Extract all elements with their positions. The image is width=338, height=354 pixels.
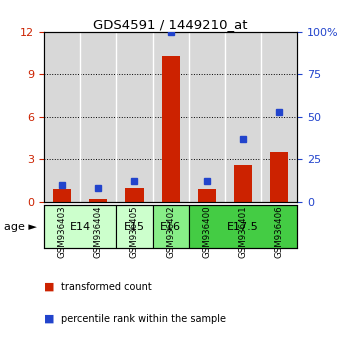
- Text: E14: E14: [70, 222, 91, 232]
- Text: GSM936403: GSM936403: [57, 205, 67, 258]
- Bar: [234, 165, 252, 202]
- Text: ■: ■: [44, 282, 54, 292]
- Text: E17.5: E17.5: [227, 222, 259, 232]
- Text: GSM936400: GSM936400: [202, 205, 211, 258]
- Text: GSM936406: GSM936406: [275, 205, 284, 258]
- Bar: [125, 188, 144, 202]
- Text: GSM936402: GSM936402: [166, 205, 175, 258]
- Bar: [152, 205, 189, 248]
- Bar: [162, 56, 180, 202]
- Text: GSM936405: GSM936405: [130, 205, 139, 258]
- Text: GSM936401: GSM936401: [239, 205, 248, 258]
- Bar: [44, 205, 116, 248]
- Bar: [116, 205, 152, 248]
- Bar: [189, 205, 297, 248]
- Bar: [89, 199, 107, 202]
- Text: E15: E15: [124, 222, 145, 232]
- Text: transformed count: transformed count: [61, 282, 151, 292]
- Bar: [53, 189, 71, 202]
- Bar: [198, 189, 216, 202]
- Bar: [270, 152, 288, 202]
- Text: ■: ■: [44, 314, 54, 324]
- Text: age ►: age ►: [4, 222, 37, 232]
- Text: GSM936404: GSM936404: [94, 205, 103, 258]
- Title: GDS4591 / 1449210_at: GDS4591 / 1449210_at: [93, 18, 248, 31]
- Text: percentile rank within the sample: percentile rank within the sample: [61, 314, 226, 324]
- Text: E16: E16: [160, 222, 181, 232]
